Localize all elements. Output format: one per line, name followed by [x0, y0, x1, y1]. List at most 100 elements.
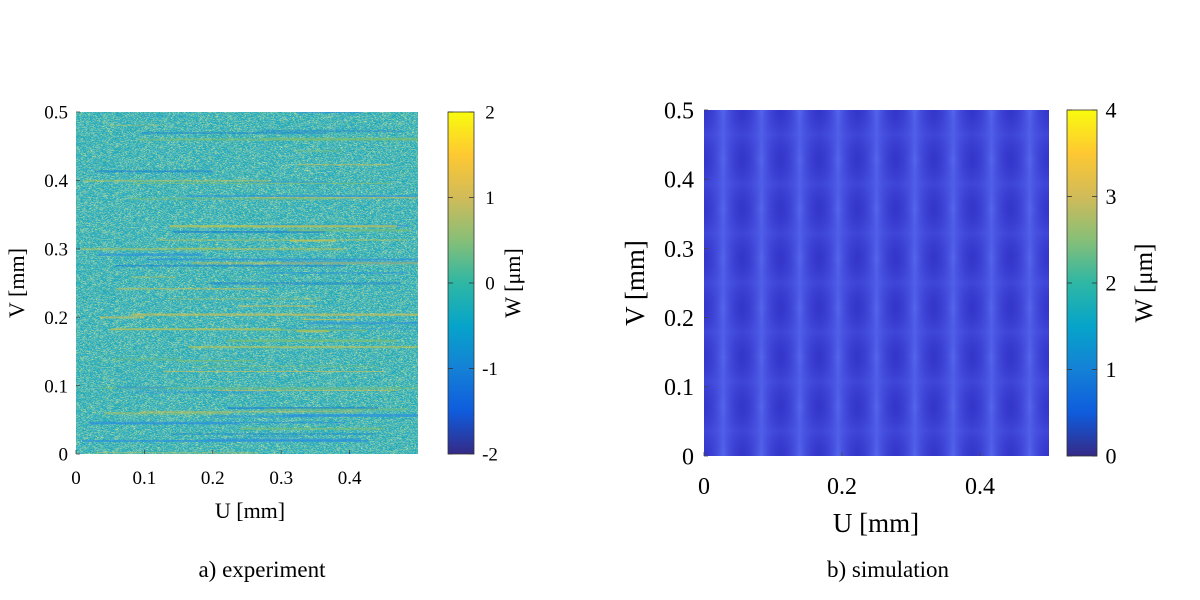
streak [108, 124, 164, 126]
x-tick-label: 0.1 [133, 468, 157, 489]
streak [131, 313, 419, 316]
heatmap-streaks [81, 112, 419, 454]
y-tick-label: 0.1 [664, 375, 694, 401]
colorbar-tick-label: 3 [1106, 184, 1117, 209]
streak [129, 197, 339, 200]
heatmap-row-peaks [704, 110, 1049, 456]
y-tick-label: 0.2 [664, 306, 694, 332]
streak [307, 321, 418, 325]
colorbar-tick-label: 0 [1106, 444, 1117, 469]
streak [209, 282, 401, 285]
streak [168, 298, 322, 300]
streak [217, 389, 399, 391]
streak [83, 179, 271, 182]
colorbar-tick-label: -1 [482, 359, 498, 380]
colorbar-label: W [μm] [1131, 244, 1158, 323]
x-axis-label: U [mm] [833, 508, 919, 538]
x-tick-label: 0.2 [827, 474, 857, 500]
streak [302, 318, 355, 321]
experiment-colorbar: -2 -1 0 1 2 [447, 103, 498, 466]
x-axis-label: U [mm] [215, 498, 285, 523]
simulation-ticks: 0 0.2 0.4 0 0.1 0.2 0.3 0.4 0.5 [664, 98, 995, 500]
streak [175, 247, 221, 250]
heatmap-noise-low [76, 112, 418, 454]
y-tick-label: 0.2 [44, 308, 68, 329]
y-axis-label: V [mm] [620, 240, 650, 326]
streak [94, 451, 258, 454]
panel-caption: b) simulation [827, 557, 950, 582]
experiment-panel: 0 0.1 0.2 0.3 0.4 0 0.1 0.2 0.3 0.4 0.5 U [mm] V [… [4, 103, 525, 582]
simulation-panel: 0 0.2 0.4 0 0.1 0.2 0.3 0.4 0.5 U [mm] V [mm] 0 1… [620, 98, 1158, 582]
y-tick-label: 0.4 [664, 168, 694, 194]
streak [250, 196, 418, 199]
streak [133, 182, 391, 184]
streak [289, 414, 418, 417]
x-tick-label: 0.4 [965, 474, 995, 500]
streak [94, 170, 213, 173]
colorbar-tick-label: 2 [1106, 271, 1117, 296]
experiment-ticks: 0 0.1 0.2 0.3 0.4 0 0.1 0.2 0.3 0.4 0.5 [44, 103, 362, 489]
experiment-heatmap [76, 112, 419, 454]
simulation-colorbar: 0 1 2 3 4 [1066, 98, 1117, 469]
streak [246, 329, 369, 331]
streak [162, 370, 385, 372]
streak [101, 387, 418, 389]
streak [238, 305, 317, 307]
streak [192, 261, 418, 265]
streak [88, 421, 347, 424]
x-tick-label: 0 [698, 474, 710, 500]
streak [185, 195, 418, 197]
colorbar-tick-label: 0 [485, 274, 495, 295]
colorbar-tick-label: 2 [485, 103, 495, 124]
streak [170, 433, 376, 435]
y-axis-label: V [mm] [4, 248, 29, 318]
streak [297, 164, 389, 166]
y-tick-label: 0.4 [44, 171, 68, 192]
colorbar-tick-label: 1 [485, 188, 495, 209]
streak [207, 438, 362, 441]
streak [296, 149, 342, 152]
streak [269, 272, 408, 274]
streak [280, 261, 418, 264]
streak [193, 365, 378, 367]
streak [169, 225, 398, 228]
streak [260, 129, 401, 133]
streak [177, 360, 256, 362]
streak [265, 408, 407, 411]
streak [113, 358, 182, 361]
streak [290, 239, 336, 242]
streak [173, 138, 241, 140]
streak [141, 132, 327, 134]
x-tick-label: 0.3 [269, 468, 293, 489]
x-tick-label: 0.2 [201, 468, 225, 489]
streak [249, 181, 329, 183]
colorbar-tick-label: 1 [1106, 357, 1117, 382]
streak [188, 345, 418, 349]
streak [296, 112, 362, 114]
streak [243, 435, 305, 438]
streak [173, 231, 325, 233]
streak [146, 258, 418, 261]
y-tick-label: 0.5 [664, 98, 694, 124]
streak [115, 264, 347, 267]
streak [133, 391, 271, 394]
y-tick-label: 0 [682, 444, 694, 470]
colorbar-tick-label: -2 [482, 445, 498, 466]
colorbar-label: W [μm] [500, 248, 525, 317]
x-tick-label: 0 [71, 468, 81, 489]
streak [110, 328, 282, 331]
y-tick-label: 0 [59, 445, 69, 466]
x-tick-label: 0.4 [338, 468, 362, 489]
streak [296, 329, 330, 333]
y-tick-label: 0.1 [44, 376, 68, 397]
streak [227, 339, 397, 342]
streak [140, 410, 362, 413]
streak [209, 415, 313, 418]
streak [97, 253, 203, 256]
streak [282, 414, 418, 417]
streak [287, 229, 410, 232]
streak [138, 138, 419, 141]
streak [284, 328, 418, 330]
streak [81, 247, 345, 251]
